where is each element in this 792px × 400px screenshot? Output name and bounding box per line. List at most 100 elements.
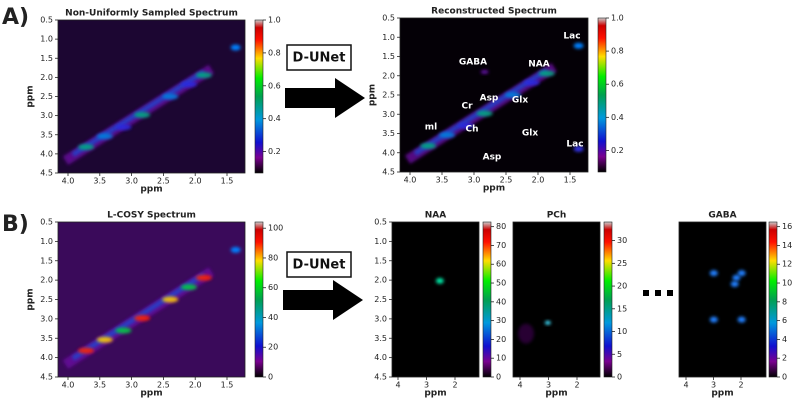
colorbar-tick-label: 5 bbox=[617, 350, 622, 359]
spectral-peak bbox=[195, 274, 212, 281]
spectrum-plot: NAA ppm 4 3 2 0.5 1.0 1.5 2.0 2.5 3.0 3.5 4.0 4.5 80 70… bbox=[374, 211, 506, 399]
y-tick-label: 1.5 bbox=[40, 256, 53, 265]
peak-annotation: GABA bbox=[459, 58, 487, 68]
x-axis-label: ppm bbox=[140, 185, 162, 195]
colorbar-tick-label: 20 bbox=[268, 343, 278, 352]
plot-frame bbox=[512, 221, 601, 378]
x-tick-label: 4.0 bbox=[404, 176, 417, 185]
x-axis-label: ppm bbox=[483, 184, 505, 194]
colorbar-tick-label: 20 bbox=[496, 335, 506, 344]
colorbar-tick-label: 10 bbox=[617, 327, 627, 336]
x-tick-label: 4 bbox=[683, 381, 688, 390]
peak-annotation: NAA bbox=[528, 60, 549, 70]
heatmap-bg bbox=[679, 222, 766, 377]
colorbar-tick-label: 4 bbox=[782, 335, 787, 344]
y-tick-label: 0.5 bbox=[40, 218, 53, 227]
plot-frame bbox=[678, 221, 767, 378]
colorbar bbox=[603, 221, 613, 378]
colorbar bbox=[482, 221, 492, 378]
x-axis-label: ppm bbox=[424, 389, 446, 399]
colorbar bbox=[254, 221, 264, 378]
heatmap bbox=[679, 222, 766, 377]
spectrum-plot: GABA ppm 4 3 2 16 14 12 10 8 6 4 2 0 bbox=[678, 211, 792, 399]
colorbar-tick-label: 10 bbox=[782, 279, 792, 288]
y-tick-label: 1.0 bbox=[374, 237, 387, 246]
spectral-peak bbox=[538, 70, 555, 77]
spectral-peak bbox=[737, 270, 746, 277]
colorbar-tick-label: 0 bbox=[617, 373, 622, 382]
x-tick-label: 2 bbox=[738, 381, 743, 390]
x-tick-label: 3.0 bbox=[125, 381, 138, 390]
colorbar-tick-label: 15 bbox=[617, 304, 627, 313]
y-tick-label: 2.0 bbox=[40, 276, 53, 285]
spectral-peak bbox=[476, 110, 493, 117]
x-tick-label: 2 bbox=[452, 381, 457, 390]
heatmap-bg bbox=[392, 222, 479, 377]
y-tick-label: 3.0 bbox=[40, 111, 53, 120]
colorbar-tick-label: 100 bbox=[268, 224, 283, 233]
peak-annotation: Cr bbox=[461, 102, 473, 112]
x-tick-label: 2.5 bbox=[157, 381, 170, 390]
y-tick-label: 1.5 bbox=[40, 54, 53, 63]
spectral-peak bbox=[544, 320, 551, 325]
y-tick-label: 3.0 bbox=[382, 110, 395, 119]
colorbar-tick-label: 0 bbox=[496, 373, 501, 382]
figure-root: A) D-UNet Non-Uniformly Sampled Spectrum pp… bbox=[2, 5, 792, 399]
x-axis-label: ppm bbox=[545, 389, 567, 399]
ellipsis-dot bbox=[643, 290, 649, 296]
spectral-peak bbox=[96, 133, 113, 140]
colorbar-tick-label: 0.6 bbox=[268, 81, 281, 90]
colorbar-tick-label: 70 bbox=[496, 241, 506, 250]
peak-annotation: Glx bbox=[512, 96, 528, 106]
y-tick-label: 1.0 bbox=[382, 33, 395, 42]
spectral-peak bbox=[457, 122, 474, 129]
y-tick-label: 3.0 bbox=[40, 314, 53, 323]
spectral-peak bbox=[573, 145, 584, 152]
x-tick-label: 2 bbox=[574, 381, 579, 390]
y-tick-label: 0.5 bbox=[382, 14, 395, 23]
spectral-peak bbox=[732, 274, 741, 281]
y-tick-label: 3.0 bbox=[374, 314, 387, 323]
plot-title: Reconstructed Spectrum bbox=[431, 7, 557, 17]
y-tick-label: 2.5 bbox=[374, 295, 387, 304]
heatmap bbox=[392, 222, 479, 377]
x-tick-label: 4 bbox=[517, 381, 522, 390]
x-axis-label: ppm bbox=[711, 389, 733, 399]
y-tick-label: 2.0 bbox=[40, 73, 53, 82]
spectral-peak bbox=[78, 347, 95, 354]
peak-annotation: Glx bbox=[522, 129, 538, 139]
colorbar-tick-label: 60 bbox=[496, 260, 506, 269]
heatmap bbox=[404, 42, 584, 164]
colorbar-tick-label: 0 bbox=[268, 373, 273, 382]
peak-annotation: Asp bbox=[483, 153, 502, 163]
y-tick-label: 3.5 bbox=[382, 129, 395, 138]
peak-annotation: ml bbox=[425, 123, 437, 133]
colorbar-tick-label: 0.2 bbox=[268, 147, 281, 156]
y-tick-label: 2.5 bbox=[382, 91, 395, 100]
x-tick-label: 1.5 bbox=[221, 381, 234, 390]
spectral-peak bbox=[523, 79, 540, 86]
y-tick-label: 2.5 bbox=[40, 92, 53, 101]
x-tick-label: 1.5 bbox=[564, 176, 577, 185]
spectral-peak bbox=[573, 42, 584, 49]
colorbar-tick-label: 1.0 bbox=[268, 16, 281, 25]
spectral-peak bbox=[420, 142, 437, 149]
heatmap bbox=[58, 233, 245, 369]
y-tick-label: 1.5 bbox=[374, 256, 387, 265]
method-box bbox=[286, 44, 352, 71]
colorbar-tick-label: 16 bbox=[782, 222, 792, 231]
y-tick-label: 4.5 bbox=[382, 168, 395, 177]
x-axis-label: ppm bbox=[140, 389, 162, 399]
plot-title: Non-Uniformly Sampled Spectrum bbox=[65, 9, 238, 19]
colorbar-tick-label: 40 bbox=[496, 297, 506, 306]
x-tick-label: 3 bbox=[711, 381, 716, 390]
colorbar-tick-label: 2 bbox=[782, 354, 787, 363]
method-label: D-UNet bbox=[293, 258, 346, 273]
colorbar-tick-label: 80 bbox=[268, 253, 278, 262]
y-tick-label: 2.0 bbox=[382, 71, 395, 80]
spectral-peak bbox=[115, 124, 132, 131]
x-tick-label: 3 bbox=[424, 381, 429, 390]
spectral-peak bbox=[480, 69, 489, 74]
spectral-peak bbox=[180, 284, 197, 291]
y-axis-label: ppm bbox=[26, 288, 36, 310]
